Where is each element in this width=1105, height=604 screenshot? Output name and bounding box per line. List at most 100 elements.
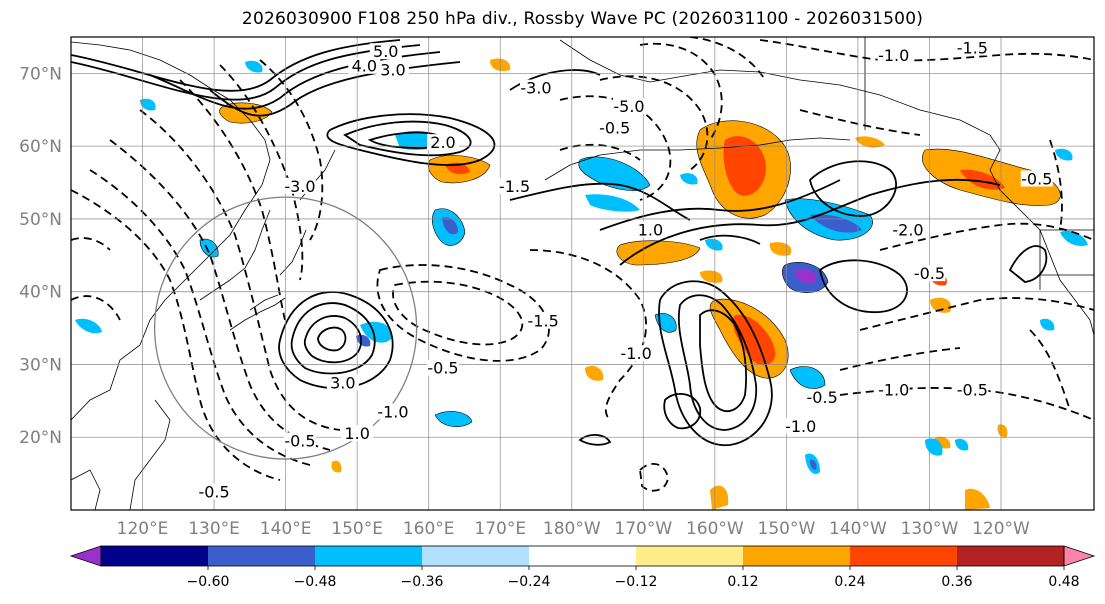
contour-label-bg [913,265,946,282]
shading-negative [140,98,156,111]
colorbar-segment [743,546,850,566]
colorbar-extend-min [69,545,102,567]
contour-label: -0.5 [1021,170,1052,189]
rossby-wave-contours [71,39,1048,446]
lat-label: 30°N [19,355,62,375]
shading-positive [965,488,990,510]
contour-label-bg [427,359,459,376]
contour-label: -1.5 [957,39,988,58]
colorbar-label: 0.36 [941,574,972,590]
contour-label-bg [283,432,316,449]
shading-negative [199,238,219,258]
contour-label-bg [634,221,667,238]
shading-negative [789,366,826,389]
shading-positive-core [723,136,766,196]
colorbar-segment [529,546,636,566]
lon-label: 120°W [972,519,1030,539]
contour-label-bg [613,97,645,114]
contour-label: -0.5 [957,381,988,400]
contour-label: -1.5 [528,311,559,330]
colorbar-label: 0.12 [727,574,758,590]
lon-label: 170°W [614,519,672,539]
contour-label: 4.0 [352,57,377,76]
contour-label: -1.0 [785,417,816,436]
contour-label: -1.0 [621,344,652,363]
contour-label-bg [527,312,560,329]
contour-label: -1.0 [878,381,909,400]
shading-negative [245,60,263,73]
lat-label: 50°N [19,210,62,230]
contour-label: -0.5 [284,432,315,451]
shading-negative [1055,148,1073,161]
map-title: 2026030900 F108 250 hPa div., Rossby Wav… [241,9,924,29]
shading-positive [930,297,952,313]
contour-label: -0.5 [427,359,458,378]
shading-negative [955,438,969,451]
shading-positive [616,240,701,266]
colorbar-label: −0.24 [508,574,551,590]
contour-label: -0.5 [198,482,229,501]
contour-label: 3.0 [380,60,405,79]
shading-negative [680,173,698,185]
shading-positive [331,460,342,473]
contour-label-bg [326,374,359,391]
shading-negative [705,238,723,251]
lon-label: 140°E [260,519,312,539]
contour-label-bg [498,177,531,194]
lon-label: 170°E [474,519,526,539]
shading-positive [700,270,723,283]
lon-label: 180°W [543,519,601,539]
contour-label-bg [956,381,989,398]
colorbar-segment [957,546,1064,566]
shading-positive [855,136,885,148]
contour-label-bg [956,39,989,56]
colorbar-frame [100,545,1065,567]
contour-label-bg [806,388,839,405]
lat-label: 70°N [19,64,62,84]
shading-positive [585,365,604,381]
shading-negative [434,411,473,428]
longitude-labels: 120°E 130°E 140°E 150°E 160°E 170°E 180°W 170°W… [117,519,1030,539]
colorbar-segment [315,546,422,566]
shading-negative-core [795,268,817,284]
contour-label-bg [198,483,231,500]
graticule [71,37,1094,510]
contour-label-bg [520,79,552,96]
contour-label-bg [369,43,402,60]
contour-label: -5.0 [613,97,644,116]
shading-negative-core [442,217,458,235]
shading-positive [997,424,1008,438]
colorbar-segment [101,546,208,566]
contour-label: 5.0 [373,42,398,61]
shading-negative [360,321,392,343]
contour-label: -1.5 [499,177,530,196]
coastlines [71,37,1094,510]
shading-positive [769,242,792,256]
shading-negative [1040,318,1055,331]
contour-label-bg [376,61,409,78]
highlight-circle [153,196,418,460]
contour-label: -3.0 [284,177,315,196]
contour-label-bg [427,134,459,151]
colorbar: −0.60 −0.48 −0.36 −0.24 −0.12 0.12 0.24 0.36 0.4… [69,545,1096,590]
contour-label-bg [283,177,316,194]
latitude-labels: 70°N 60°N 50°N 40°N 30°N 20°N [19,64,62,448]
contour-label-bg [784,417,817,434]
colorbar-label: −0.60 [187,574,230,590]
shading-negative [810,459,817,470]
contour-label-bg [892,221,924,238]
colorbar-segment [208,546,315,566]
contour-label-bg [620,345,653,362]
lon-label: 120°E [117,519,169,539]
shading-positive-core [732,314,776,366]
colorbar-extend-max [1063,545,1096,567]
colorbar-label: 0.24 [834,574,865,590]
contour-label: -3.0 [520,79,551,98]
contour-label: 2.0 [430,133,455,152]
contour-label: -0.5 [807,388,838,407]
contour-label: -0.5 [914,264,945,283]
map-frame [70,36,1095,511]
contour-label: -0.5 [599,119,630,138]
contour-label-bg [877,46,910,63]
